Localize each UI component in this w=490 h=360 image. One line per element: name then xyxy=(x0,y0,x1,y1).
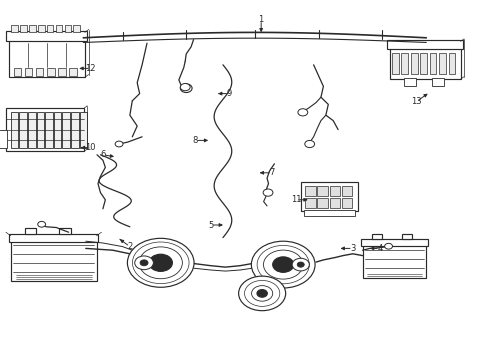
Bar xyxy=(6,31,87,41)
Bar xyxy=(79,112,87,148)
Text: 5: 5 xyxy=(208,220,213,230)
Bar xyxy=(9,234,98,242)
Circle shape xyxy=(239,276,286,311)
Bar xyxy=(430,53,437,73)
Bar xyxy=(318,186,328,196)
Bar xyxy=(20,25,27,32)
Circle shape xyxy=(140,260,148,266)
Bar xyxy=(59,228,71,234)
Bar xyxy=(71,112,78,148)
Bar xyxy=(420,53,427,73)
Text: 7: 7 xyxy=(270,168,274,177)
Bar xyxy=(28,112,36,148)
Bar xyxy=(6,108,84,151)
Bar xyxy=(305,198,316,208)
Text: 13: 13 xyxy=(411,97,422,106)
Text: 6: 6 xyxy=(100,150,105,159)
Circle shape xyxy=(251,285,273,301)
Bar xyxy=(11,112,19,148)
Bar xyxy=(402,234,412,239)
Bar xyxy=(69,68,76,76)
Circle shape xyxy=(132,242,189,284)
Circle shape xyxy=(127,238,194,287)
Bar xyxy=(392,53,398,73)
Bar xyxy=(9,32,85,77)
Bar xyxy=(404,78,416,86)
Bar xyxy=(304,210,355,216)
Bar xyxy=(439,53,446,73)
Bar xyxy=(0,130,7,148)
Text: 11: 11 xyxy=(291,195,301,204)
Circle shape xyxy=(297,262,304,267)
Bar xyxy=(74,25,80,32)
Bar xyxy=(342,186,352,196)
Circle shape xyxy=(135,256,153,270)
Circle shape xyxy=(305,140,315,148)
Circle shape xyxy=(263,189,273,196)
Circle shape xyxy=(251,241,315,288)
Bar xyxy=(24,68,32,76)
Bar xyxy=(372,234,382,239)
Circle shape xyxy=(264,250,303,279)
Text: 3: 3 xyxy=(350,244,355,253)
Text: 4: 4 xyxy=(377,244,382,253)
Circle shape xyxy=(298,109,308,116)
Bar xyxy=(301,182,358,211)
Circle shape xyxy=(180,84,190,91)
Bar xyxy=(62,112,70,148)
Bar xyxy=(47,25,53,32)
Bar xyxy=(401,53,408,73)
Bar xyxy=(47,68,54,76)
Bar xyxy=(37,112,44,148)
Circle shape xyxy=(273,257,294,272)
Text: 8: 8 xyxy=(193,136,197,145)
Bar xyxy=(305,186,316,196)
Circle shape xyxy=(257,289,268,297)
Circle shape xyxy=(292,258,309,271)
Text: 1: 1 xyxy=(259,15,264,24)
Circle shape xyxy=(180,84,192,93)
Bar xyxy=(36,68,44,76)
Text: 12: 12 xyxy=(85,64,96,73)
Circle shape xyxy=(38,221,46,227)
Bar xyxy=(329,198,340,208)
Bar xyxy=(449,53,455,73)
Bar xyxy=(432,78,444,86)
Bar xyxy=(65,25,71,32)
Bar xyxy=(14,68,22,76)
Bar xyxy=(387,40,463,49)
Circle shape xyxy=(385,243,392,249)
Circle shape xyxy=(245,280,280,306)
Bar xyxy=(20,112,27,148)
Bar xyxy=(58,68,66,76)
Bar xyxy=(11,236,97,281)
Bar xyxy=(329,186,340,196)
Circle shape xyxy=(149,254,172,271)
Bar xyxy=(390,41,461,79)
Bar xyxy=(38,25,45,32)
Bar xyxy=(363,240,426,278)
Bar xyxy=(11,25,18,32)
Bar xyxy=(45,112,53,148)
Bar xyxy=(24,228,36,234)
Text: 2: 2 xyxy=(127,242,132,251)
Text: 10: 10 xyxy=(85,143,96,152)
Bar xyxy=(29,25,36,32)
Circle shape xyxy=(115,141,123,147)
Text: 9: 9 xyxy=(227,89,232,98)
Circle shape xyxy=(139,247,182,279)
Bar xyxy=(54,112,61,148)
Bar xyxy=(56,25,62,32)
Bar xyxy=(318,198,328,208)
Bar xyxy=(411,53,417,73)
Circle shape xyxy=(257,246,309,284)
Bar xyxy=(361,239,428,246)
Bar xyxy=(342,198,352,208)
